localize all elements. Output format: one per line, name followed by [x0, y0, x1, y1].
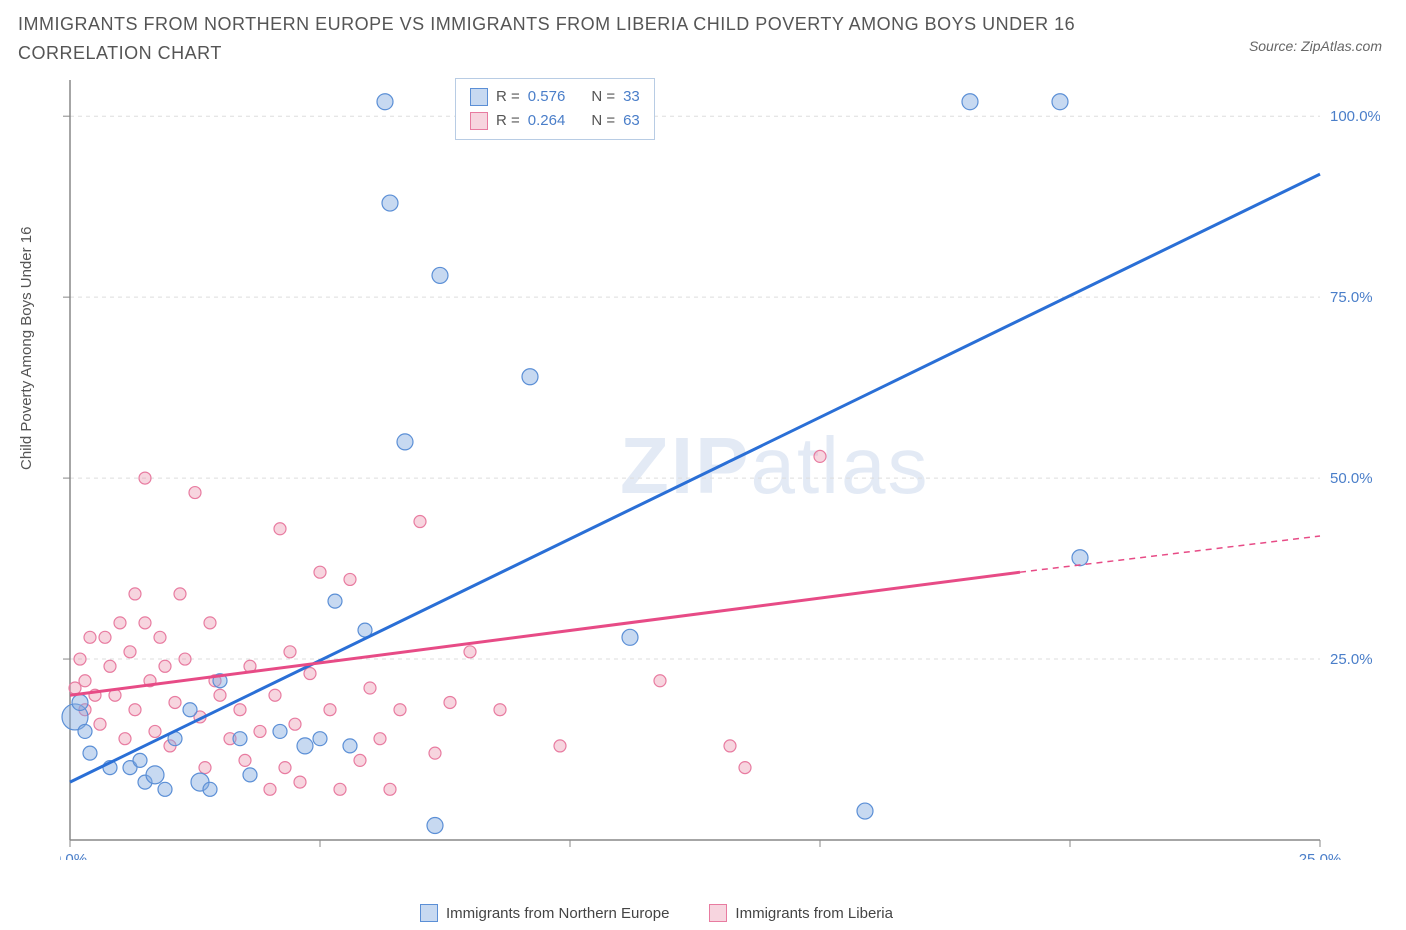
r-label: R =	[496, 85, 520, 109]
legend-series: Immigrants from Northern Europe Immigran…	[420, 904, 893, 922]
r-label: R =	[496, 109, 520, 133]
svg-text:25.0%: 25.0%	[1299, 851, 1342, 860]
legend-row-series-1: R = 0.264 N = 63	[470, 109, 640, 133]
legend-correlation: R = 0.576 N = 33 R = 0.264 N = 63	[455, 78, 655, 140]
n-value-1: 63	[623, 109, 640, 133]
legend-row-series-0: R = 0.576 N = 33	[470, 85, 640, 109]
chart-title: IMMIGRANTS FROM NORTHERN EUROPE VS IMMIG…	[18, 10, 1206, 68]
svg-text:100.0%: 100.0%	[1330, 108, 1380, 125]
n-label: N =	[591, 85, 615, 109]
scatter-chart: 25.0% 50.0% 75.0% 100.0% 0.0% 25.0%	[60, 80, 1380, 860]
legend-label-0: Immigrants from Northern Europe	[446, 905, 669, 922]
svg-text:0.0%: 0.0%	[60, 851, 87, 860]
legend-swatch-pink	[709, 904, 727, 922]
legend-swatch-pink	[470, 112, 488, 130]
y-axis-label: Child Poverty Among Boys Under 16	[18, 227, 35, 470]
legend-swatch-blue	[420, 904, 438, 922]
legend-swatch-blue	[470, 88, 488, 106]
svg-text:50.0%: 50.0%	[1330, 470, 1373, 487]
legend-item-1: Immigrants from Liberia	[709, 904, 893, 922]
r-value-0: 0.576	[528, 85, 566, 109]
n-label: N =	[591, 109, 615, 133]
source-label: Source: ZipAtlas.com	[1249, 38, 1382, 54]
legend-item-0: Immigrants from Northern Europe	[420, 904, 669, 922]
chart-svg: 25.0% 50.0% 75.0% 100.0% 0.0% 25.0%	[60, 80, 1380, 860]
r-value-1: 0.264	[528, 109, 566, 133]
n-value-0: 33	[623, 85, 640, 109]
svg-text:25.0%: 25.0%	[1330, 651, 1373, 668]
svg-text:75.0%: 75.0%	[1330, 289, 1373, 306]
legend-label-1: Immigrants from Liberia	[735, 905, 893, 922]
